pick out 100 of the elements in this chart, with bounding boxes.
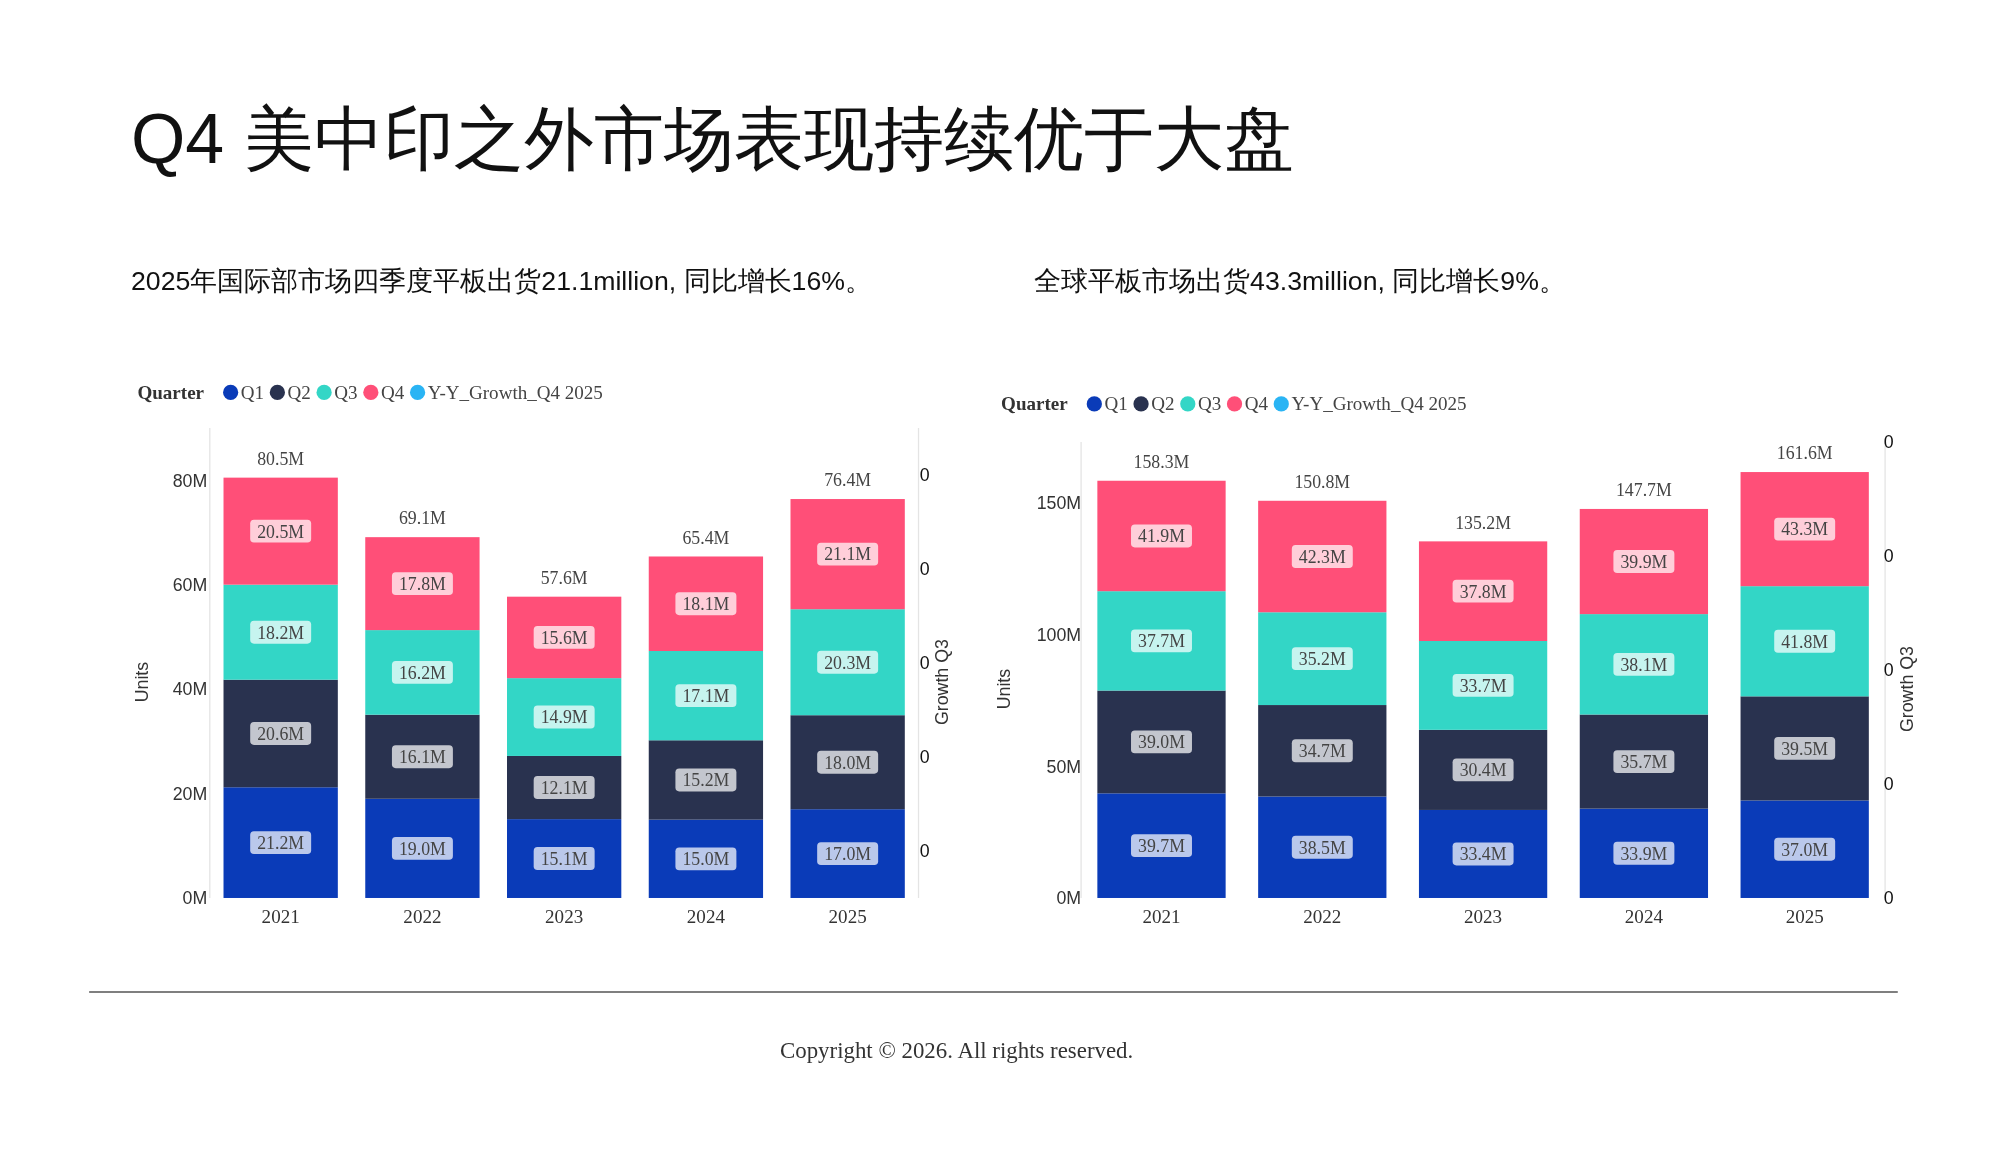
y-tick-label: 80M [172,470,208,491]
data-label: 39.7M [1138,836,1186,857]
data-label: 14.9M [540,707,588,728]
data-label: 17.1M [682,685,730,706]
y-tick-label: 40M [172,679,208,700]
data-label: 15.2M [682,770,730,791]
y-tick-label: 50M [1046,756,1082,777]
x-tick-label: 2023 [545,906,584,928]
bar [1740,472,1869,587]
data-label: 37.8M [1459,581,1507,602]
y-tick-label: 20M [172,783,208,804]
data-label: 20.3M [824,652,872,673]
data-label: 30.4M [1459,760,1507,781]
data-label: 16.1M [398,747,447,768]
bar [223,787,338,898]
y2-tick-label: 0 [919,841,930,862]
data-label: 38.1M [1620,654,1668,675]
bar [365,714,480,799]
y2-axis-title: Growth Q3 [1897,645,1918,732]
data-label: 33.4M [1459,844,1507,865]
data-label: 16.2M [398,662,447,683]
bar [1579,508,1709,615]
chart-subtitle: 全球平板市场出货43.3million, 同比增长9%。 [1034,265,1566,296]
legend-label: Q2 [287,381,311,403]
bar [1579,614,1709,715]
y2-tick-label: 0 [919,559,930,580]
total-label: 57.6M [540,567,588,588]
bar [365,630,480,715]
data-label: 39.0M [1138,732,1186,753]
y-tick-label: 0M [1056,888,1082,909]
legend-title: Quarter [1001,393,1069,415]
bar [1740,586,1869,697]
bar [648,650,764,741]
data-label: 18.1M [682,594,730,615]
bar [1258,796,1387,898]
total-label: 135.2M [1455,512,1512,533]
data-label: 43.3M [1781,519,1829,540]
bar [648,740,764,820]
data-label: 42.3M [1298,546,1346,567]
bar [1418,809,1548,898]
x-tick-label: 2023 [1464,906,1503,928]
data-label: 20.5M [257,521,305,542]
data-label: 15.6M [540,627,588,648]
x-tick-label: 2025 [1785,906,1824,928]
y2-tick-label: 0 [919,465,930,486]
legend-label: Q1 [240,381,265,403]
y-tick-label: 100M [1036,624,1082,645]
bar [1097,480,1226,592]
bar [1579,714,1709,809]
total-label: 158.3M [1133,452,1190,473]
x-tick-label: 2021 [1142,906,1181,928]
data-label: 33.9M [1620,843,1668,864]
y2-tick-label: 0 [1883,774,1894,795]
total-label: 150.8M [1294,472,1351,493]
legend-label: Q1 [1104,393,1128,415]
data-label: 39.9M [1620,551,1668,572]
data-label: 15.0M [682,849,730,870]
bar [1418,641,1548,730]
y-axis-title: Units [131,661,152,703]
x-tick-label: 2022 [1303,906,1342,928]
total-label: 76.4M [824,470,872,491]
chart-subtitle: 2025年国际部市场四季度平板出货21.1million, 同比增长16%。 [131,265,872,296]
bar [1418,729,1548,810]
x-tick-label: 2022 [403,906,442,928]
y2-tick-label: 0 [919,747,930,768]
bar [1579,808,1709,898]
bar [1258,705,1387,797]
bar [790,809,905,898]
legend-label: Q4 [1244,393,1269,415]
y2-tick-label: 0 [919,653,930,674]
y2-tick-label: 0 [1883,660,1894,681]
bar [1258,500,1387,613]
legend-label: Y-Y_Growth_Q4 2025 [427,381,603,403]
data-label: 37.0M [1781,839,1829,860]
data-label: 12.1M [540,777,588,798]
bar [648,556,764,651]
data-label: 15.1M [540,848,588,869]
bar [790,715,905,810]
data-label: 20.6M [257,723,305,744]
total-label: 65.4M [682,527,730,548]
data-label: 21.2M [257,832,305,853]
legend-label: Q4 [381,381,405,403]
legend-label: Q3 [1197,393,1222,415]
bar [365,537,480,631]
y2-axis-title: Growth Q3 [931,638,952,726]
bar [1418,541,1548,641]
total-label: 161.6M [1776,443,1833,464]
bar [1097,690,1226,794]
y2-tick-label: 0 [1883,546,1894,567]
total-label: 69.1M [398,508,447,529]
bar [223,679,338,788]
bar [1740,800,1869,898]
data-label: 39.5M [1781,738,1829,759]
bar [790,609,905,716]
bar [1258,612,1387,706]
x-tick-label: 2024 [1624,906,1664,928]
legend-title: Quarter [137,381,205,403]
bar [790,499,905,610]
chart-title: Q4 美中印之外市场表现持续优于大盘 [131,99,1294,178]
bar [223,477,338,585]
